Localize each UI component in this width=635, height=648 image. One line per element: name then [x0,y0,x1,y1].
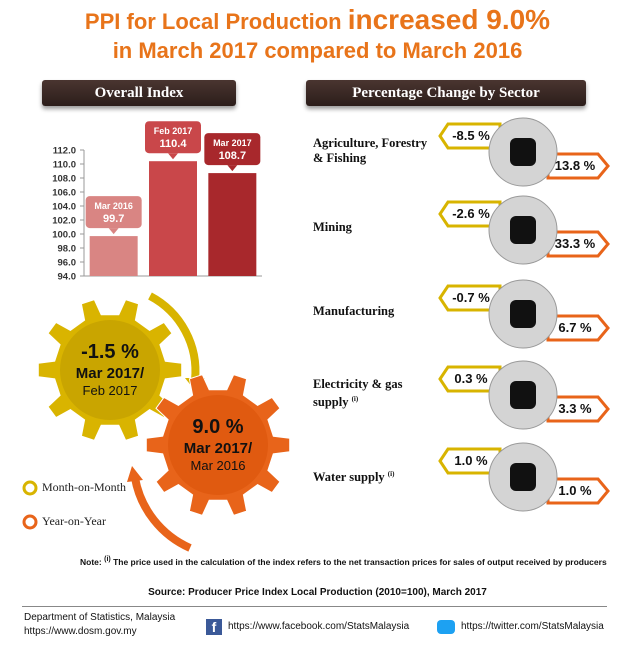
sector-label: Mining [313,220,352,234]
category-label: Mar 2016 [94,201,133,211]
y-tick-label: 100.0 [52,230,76,241]
sector-icon [510,216,536,244]
bar [149,161,197,276]
gear-center [168,395,268,495]
gear-base: Mar 2016 [191,458,246,473]
mom-value: -2.6 % [452,206,490,221]
sector-name: Mining [313,220,438,235]
title-part: PPI for Local Production [84,9,348,34]
sector-name: Water supply (i) [313,467,438,485]
callout [145,121,201,154]
sector-icon [510,463,536,491]
overall-header: Overall Index [42,80,236,106]
bar [89,236,138,276]
value-label: 99.7 [103,213,124,225]
sector-name: Electricity & gas supply (i) [313,377,438,410]
gear-change: 9.0 % [192,416,243,438]
title-line2: in March 2017 compared to March 2016 [112,38,523,63]
gear-period: Mar 2017/ [76,365,145,382]
gear-center [60,320,160,420]
y-tick-label: 110.0 [53,160,76,171]
yoy-value: 33.3 % [554,236,596,251]
source: Source: Producer Price Index Local Produ… [148,587,487,598]
org: Department of Statistics, Malaysia [24,612,176,623]
sector-label: Water supply [313,470,385,485]
sector-label: Manufacturing [313,304,395,318]
yoy-value: 3.3 % [558,401,592,416]
value-label: 110.4 [160,138,188,150]
yoy-value: 6.7 % [558,320,592,335]
legend-label: Month-on-Month [42,480,126,494]
y-tick-label: 94.0 [58,272,77,283]
mom-value: -8.5 % [452,128,490,143]
y-tick-label: 108.0 [52,174,76,185]
mom-value: 1.0 % [454,453,488,468]
mom-arrow [148,292,200,381]
y-tick-label: 112.0 [53,146,76,157]
gear-period: Mar 2017/ [184,440,253,457]
sector-icon [510,300,536,328]
note-mark: (i) [104,556,111,563]
y-tick-label: 102.0 [52,216,76,227]
callout-pointer [168,153,178,160]
twitter-link[interactable]: https://twitter.com/StatsMalaysia [461,621,604,632]
y-tick-label: 106.0 [52,188,76,199]
mom-value: 0.3 % [454,371,488,386]
sector-icon [510,381,536,409]
callout [85,196,142,229]
yoy-value: 1.0 % [558,483,592,498]
note-label: Note: [80,556,102,567]
yoy-value: 13.8 % [554,158,596,173]
y-tick-label: 96.0 [58,258,77,269]
title-line1: PPI for Local Production increased 9.0% [0,4,635,36]
website[interactable]: https://www.dosm.gov.my [24,626,137,637]
bar [208,173,257,276]
legend-marker [22,480,38,496]
category-label: Mar 2017 [213,138,252,148]
divider [22,606,607,607]
yoy-arrowhead [127,466,143,482]
sector-note: (i) [351,395,359,403]
sector-label: Agriculture, Forestry & Fishing [313,136,428,165]
y-tick-label: 98.0 [58,244,77,255]
gear-base: Feb 2017 [83,383,138,398]
sector-name: Agriculture, Forestry & Fishing [313,136,438,166]
sector-label: Electricity & gas supply [313,377,403,410]
title-part: increased 9.0% [347,4,551,35]
callout-pointer [108,228,119,235]
facebook-icon: f [206,619,222,635]
sector-icon [510,138,536,166]
value-label: 108.7 [219,150,247,162]
twitter-icon [437,620,455,634]
legend-label: Year-on-Year [42,514,106,528]
y-tick-label: 104.0 [52,202,76,213]
sector-note: (i) [387,470,395,478]
yoy-arrow [131,477,192,552]
callout-pointer [227,165,238,172]
legend-marker [22,514,38,530]
gear-change: -1.5 % [81,341,139,363]
note: Note: (i) The price used in the calculat… [80,556,607,567]
facebook-link[interactable]: https://www.facebook.com/StatsMalaysia [228,621,410,632]
callout [204,133,261,166]
sector-name: Manufacturing [313,304,438,319]
note-text: The price used in the calculation of the… [110,556,607,567]
mom-value: -0.7 % [452,290,490,305]
category-label: Feb 2017 [154,126,193,136]
sector-header: Percentage Change by Sector [306,80,586,106]
